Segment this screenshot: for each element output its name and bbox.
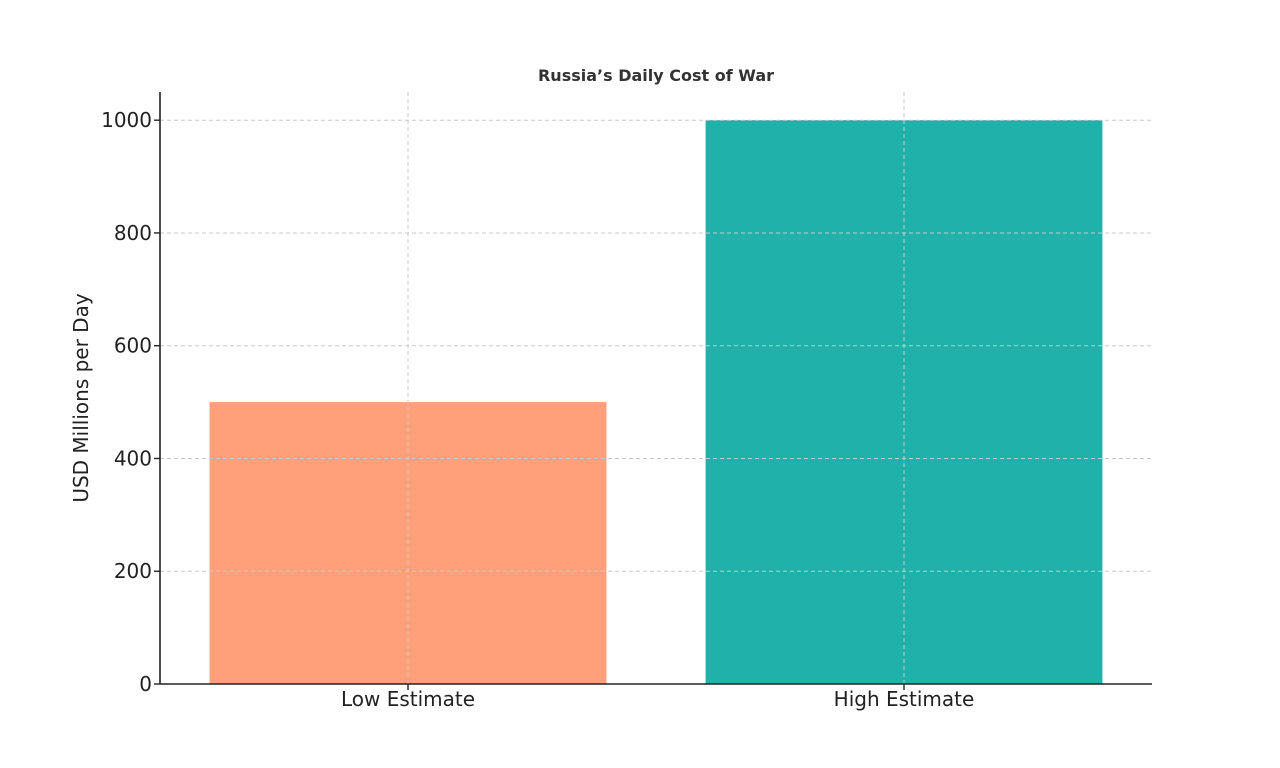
axis-layer [159,92,1152,685]
bar-layer [209,120,1103,684]
y-tick-label: 0 [139,672,152,696]
grid-layer [160,92,1152,684]
y-tick-label: 400 [114,446,152,470]
x-tick-label: Low Estimate [341,687,475,711]
y-axis-label: USD Millions per Day [69,293,93,503]
y-tick-label: 1000 [101,108,152,132]
y-tick-label: 600 [114,334,152,358]
y-tick-label: 200 [114,559,152,583]
x-tick-label: High Estimate [834,687,975,711]
tick-layer: 0 200 400 600 800 1000 Low Estimate High Estima… [101,108,974,711]
chart-title: Russia’s Daily Cost of War [538,66,774,85]
y-tick-label: 800 [114,221,152,245]
